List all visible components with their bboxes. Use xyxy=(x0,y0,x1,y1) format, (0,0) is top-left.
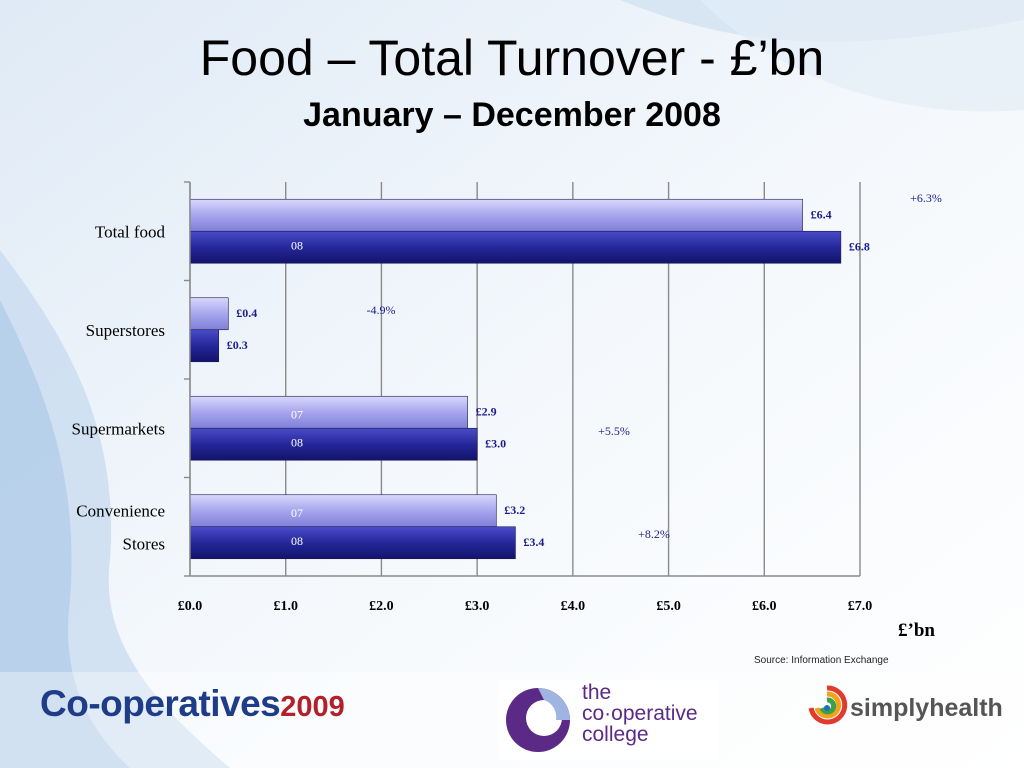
x-tick-label: £4.0 xyxy=(561,599,586,614)
change-label: -4.9% xyxy=(367,303,396,317)
value-label: £3.4 xyxy=(523,535,544,549)
page-title: Food – Total Turnover - £’bn xyxy=(199,30,825,86)
value-label: £6.4 xyxy=(811,207,832,221)
college-logo-line-2: co·operative xyxy=(582,702,698,725)
data-labels: £6.4 £6.8 08 +6.3% £0.4 £0.3 -4.9% £2.9 07 £3.0 08… xyxy=(227,191,942,549)
college-logo-line-1: the xyxy=(582,681,612,704)
value-label: £3.0 xyxy=(485,436,506,450)
bar xyxy=(189,494,497,528)
bar xyxy=(189,329,220,363)
x-tick-label: £1.0 xyxy=(273,599,298,614)
x-tick-label: £7.0 xyxy=(848,599,873,614)
value-label: £0.4 xyxy=(236,306,257,320)
bar-year-label: 07 xyxy=(291,407,303,421)
category-label: Superstores xyxy=(86,321,165,340)
bar xyxy=(189,297,229,331)
college-swirl-icon xyxy=(506,688,570,752)
co-operative-college-logo: the co·operative college xyxy=(498,680,718,760)
x-tick-label: £0.0 xyxy=(178,599,203,614)
bar-year-label: 08 xyxy=(291,534,303,548)
source-note: Source: Information Exchange xyxy=(754,655,889,666)
category-label: Convenience xyxy=(76,501,165,520)
co-operatives-logo-text: Co-operatives xyxy=(40,683,281,724)
category-label: Stores xyxy=(123,534,166,553)
simplyhealth-logo-text: simplyhealth xyxy=(850,694,1003,722)
simplyhealth-logo: simplyhealth xyxy=(806,684,1006,734)
bar xyxy=(189,230,842,264)
value-label: £2.9 xyxy=(476,404,497,418)
bar-year-label: 07 xyxy=(291,506,303,520)
change-label: +8.2% xyxy=(638,527,670,541)
simplyhealth-swirl-icon xyxy=(808,685,848,725)
x-axis-unit-label: £’bn xyxy=(898,620,935,641)
bar xyxy=(189,198,803,232)
axes: £0.0 £1.0 £2.0 £3.0 £4.0 £5.0 £6.0 £7.0 Total fo… xyxy=(72,181,873,614)
college-logo-line-3: college xyxy=(582,723,649,746)
bars xyxy=(189,198,842,560)
bar-year-label: 08 xyxy=(291,435,303,449)
bar xyxy=(189,427,478,461)
bar xyxy=(189,395,468,429)
value-label: £6.8 xyxy=(849,239,870,253)
category-label: Supermarkets xyxy=(72,419,165,438)
category-label: Total food xyxy=(95,222,166,241)
value-label: £0.3 xyxy=(227,338,248,352)
page-subtitle: January – December 2008 xyxy=(303,96,721,134)
x-tick-label: £3.0 xyxy=(465,599,490,614)
x-tick-label: £5.0 xyxy=(656,599,681,614)
change-label: +6.3% xyxy=(910,191,942,205)
x-tick-label: £2.0 xyxy=(369,599,394,614)
bar xyxy=(189,526,516,560)
co-operatives-2009-logo: Co-operatives2009 xyxy=(40,683,380,733)
x-tick-label: £6.0 xyxy=(752,599,777,614)
bar-year-label: 08 xyxy=(291,238,303,252)
change-label: +5.5% xyxy=(598,424,630,438)
value-label: £3.2 xyxy=(504,503,525,517)
co-operatives-logo-year: 2009 xyxy=(280,691,345,723)
